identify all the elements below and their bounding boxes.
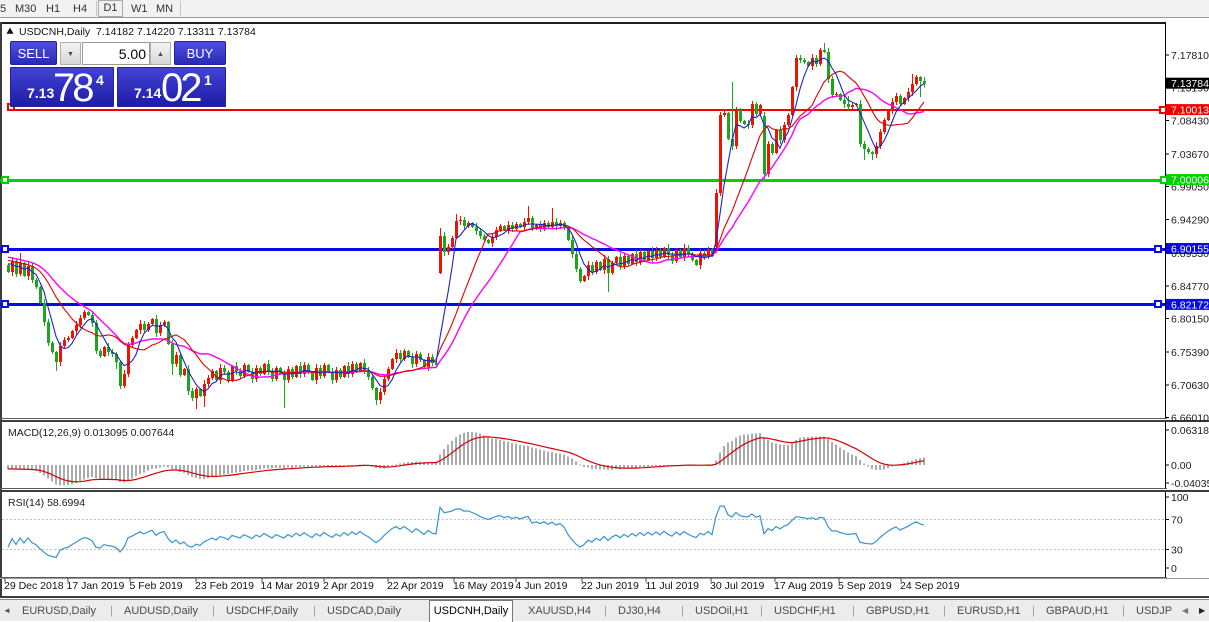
svg-text:29 Dec 2018: 29 Dec 2018 xyxy=(4,580,64,592)
svg-text:14 Mar 2019: 14 Mar 2019 xyxy=(261,580,320,592)
svg-text:7.03670: 7.03670 xyxy=(1171,149,1209,161)
svg-text:2 Apr 2019: 2 Apr 2019 xyxy=(323,580,374,592)
svg-text:23 Feb 2019: 23 Feb 2019 xyxy=(195,580,254,592)
svg-text:4 Jun 2019: 4 Jun 2019 xyxy=(516,580,568,592)
svg-text:7.10013: 7.10013 xyxy=(1171,105,1209,117)
svg-text:22 Apr 2019: 22 Apr 2019 xyxy=(387,580,444,592)
svg-text:17 Jan 2019: 17 Jan 2019 xyxy=(67,580,125,592)
svg-text:7.13784: 7.13784 xyxy=(1171,78,1209,90)
svg-text:6.70630: 6.70630 xyxy=(1171,380,1209,392)
svg-text:RSI(14) 58.6994: RSI(14) 58.6994 xyxy=(8,497,85,509)
svg-text:6.80150: 6.80150 xyxy=(1171,314,1209,326)
svg-text:11 Jul 2019: 11 Jul 2019 xyxy=(646,580,700,592)
svg-text:6.94290: 6.94290 xyxy=(1171,215,1209,227)
svg-text:MACD(12,26,9) 0.013095 0.00764: MACD(12,26,9) 0.013095 0.007644 xyxy=(8,427,175,439)
svg-text:7.08430: 7.08430 xyxy=(1171,116,1209,128)
svg-text:5 Sep 2019: 5 Sep 2019 xyxy=(838,580,892,592)
svg-text:6.66010: 6.66010 xyxy=(1171,413,1209,425)
svg-text:7.17810: 7.17810 xyxy=(1171,50,1209,62)
svg-text:100: 100 xyxy=(1171,492,1189,504)
svg-text:30 Jul 2019: 30 Jul 2019 xyxy=(710,580,764,592)
svg-text:5 Feb 2019: 5 Feb 2019 xyxy=(130,580,183,592)
svg-text:22 Jun 2019: 22 Jun 2019 xyxy=(581,580,639,592)
svg-text:0: 0 xyxy=(1171,563,1177,575)
svg-text:30: 30 xyxy=(1171,545,1183,557)
svg-text:17 Aug 2019: 17 Aug 2019 xyxy=(774,580,833,592)
svg-text:24 Sep 2019: 24 Sep 2019 xyxy=(900,580,960,592)
svg-text:-0.040355: -0.040355 xyxy=(1171,478,1209,490)
svg-text:0.00: 0.00 xyxy=(1171,460,1192,472)
svg-text:USDCNH,Daily 7.14182 7.14220: USDCNH,Daily 7.14182 7.14220 7.13311 7.1… xyxy=(19,26,256,38)
svg-text:7.00006: 7.00006 xyxy=(1171,175,1209,187)
svg-text:6.75390: 6.75390 xyxy=(1171,347,1209,359)
svg-text:6.82172: 6.82172 xyxy=(1171,299,1209,311)
svg-text:6.84770: 6.84770 xyxy=(1171,281,1209,293)
svg-text:0.063184: 0.063184 xyxy=(1171,425,1209,437)
svg-text:70: 70 xyxy=(1171,515,1183,527)
svg-text:16 May 2019: 16 May 2019 xyxy=(453,580,514,592)
svg-text:6.90155: 6.90155 xyxy=(1171,244,1209,256)
